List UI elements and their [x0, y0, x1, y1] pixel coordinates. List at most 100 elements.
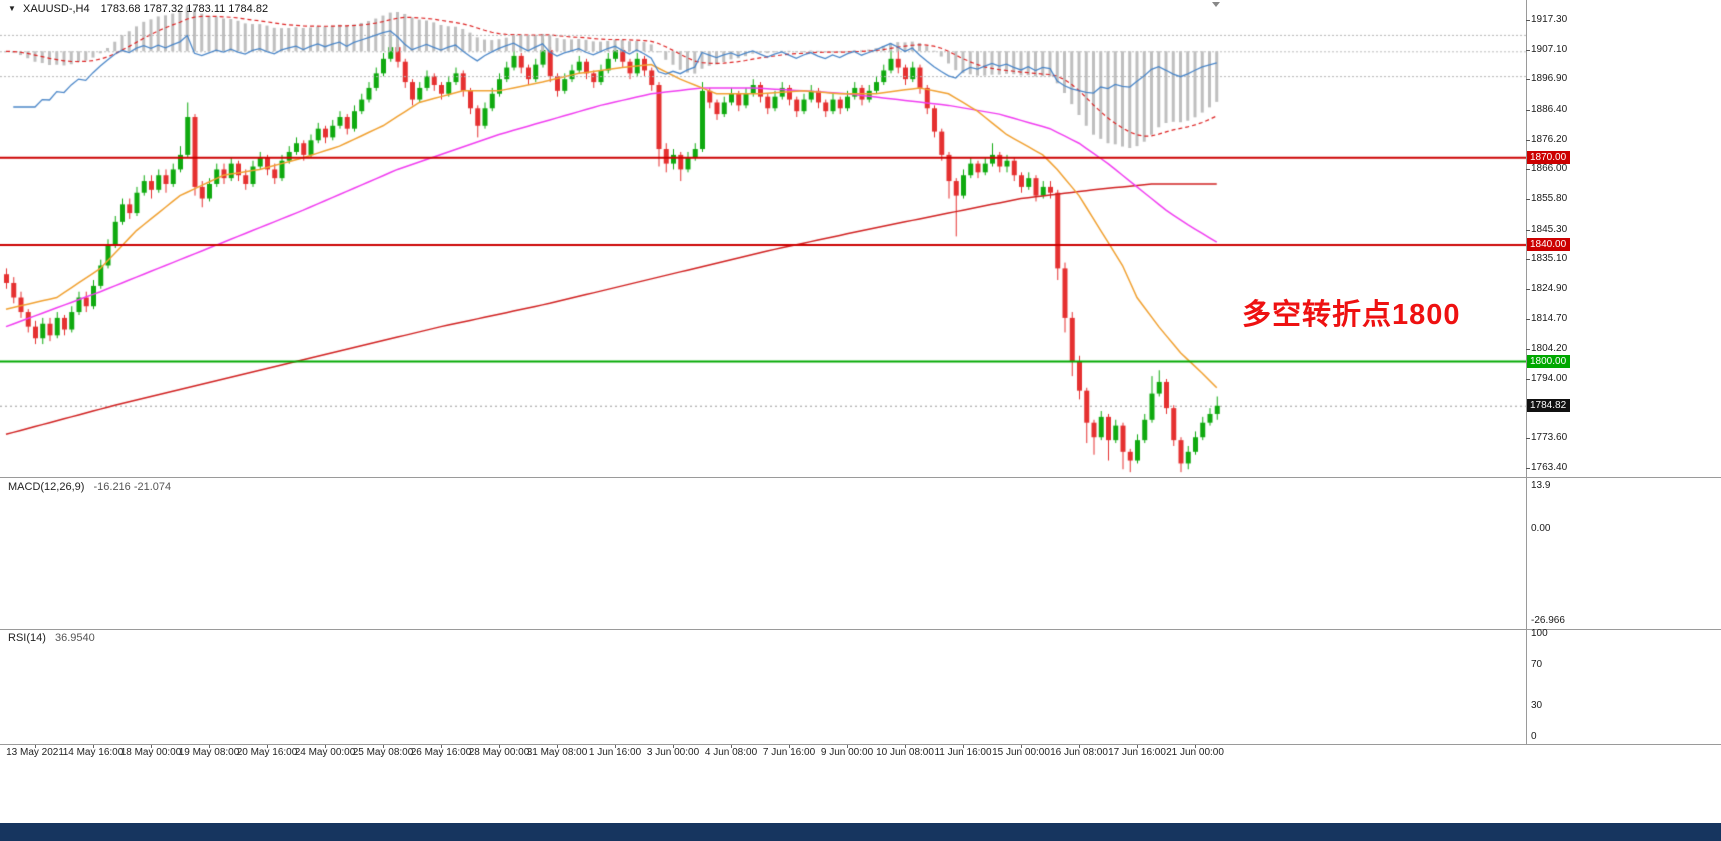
time-axis-tick [905, 745, 906, 748]
price-scale-badge: 1840.00 [1527, 238, 1571, 252]
macd-axis-label: 0.00 [1531, 523, 1551, 535]
time-axis-tick [557, 745, 558, 748]
time-axis-label: 13 May 2021 [6, 747, 64, 758]
price-axis-tick [1526, 110, 1530, 112]
time-axis-tick [731, 745, 732, 748]
price-axis-label: 1824.90 [1531, 283, 1568, 295]
rsi-label: RSI(14) [8, 632, 46, 644]
time-axis-label: 3 Jun 00:00 [646, 747, 700, 758]
price-axis-tick [1526, 289, 1530, 291]
pane-divider[interactable] [0, 629, 1721, 630]
time-axis-label: 19 May 08:00 [178, 747, 240, 758]
current-price-badge: 1784.82 [1527, 398, 1571, 412]
price-axis-label: 1763.40 [1531, 462, 1568, 474]
time-axis-label: 31 May 08:00 [526, 747, 588, 758]
macd-label: MACD(12,26,9) [8, 481, 85, 493]
price-axis-label: 1804.20 [1531, 343, 1568, 355]
time-axis-tick [1021, 745, 1022, 748]
time-axis-tick [963, 745, 964, 748]
time-axis-tick [325, 745, 326, 748]
time-axis-label: 17 Jun 16:00 [1108, 747, 1166, 758]
time-axis-label: 11 Jun 16:00 [934, 747, 992, 758]
macd-axis-label: 13.9 [1531, 480, 1551, 491]
price-axis-tick [1526, 318, 1530, 320]
pane-divider [0, 744, 1721, 745]
symbol-dropdown-icon[interactable]: ▼ [8, 4, 16, 13]
price-axis-tick [1526, 199, 1530, 201]
price-axis-tick [1526, 79, 1530, 81]
time-axis-label: 20 May 16:00 [236, 747, 298, 758]
price-axis-tick [1526, 349, 1530, 351]
time-axis-tick [35, 745, 36, 748]
time-axis-label: 10 Jun 08:00 [876, 747, 934, 758]
price-axis-tick [1526, 139, 1530, 141]
price-axis-label: 1876.20 [1531, 133, 1568, 145]
time-axis-tick [209, 745, 210, 748]
rsi-indicator-canvas[interactable] [0, 0, 1526, 115]
time-axis-label: 9 Jun 00:00 [820, 747, 874, 758]
price-axis-tick [1526, 438, 1530, 440]
price-axis-tick [1526, 169, 1530, 171]
price-axis-label: 1886.40 [1531, 104, 1568, 116]
macd-header: MACD(12,26,9) -16.216 -21.074 [8, 481, 171, 493]
price-axis-tick [1526, 259, 1530, 261]
price-axis-tick [1526, 229, 1530, 231]
chart-ohlc-values: 1783.68 1787.32 1783.11 1784.82 [100, 3, 269, 15]
time-axis-label: 18 May 00:00 [120, 747, 182, 758]
time-axis-tick [615, 745, 616, 748]
price-axis-label: 1845.30 [1531, 223, 1568, 235]
price-scale-divider [1526, 0, 1527, 745]
price-axis-label: 1773.60 [1531, 432, 1568, 444]
time-axis-tick [267, 745, 268, 748]
price-axis-label: 1855.80 [1531, 193, 1568, 205]
time-axis-tick [789, 745, 790, 748]
bottom-taskbar[interactable] [0, 823, 1721, 841]
time-axis-tick [151, 745, 152, 748]
time-axis-label: 16 Jun 08:00 [1050, 747, 1108, 758]
rsi-header: RSI(14) 36.9540 [8, 632, 95, 644]
chart-shift-marker-icon[interactable] [1212, 2, 1220, 7]
macd-axis-label: -26.966 [1531, 615, 1565, 626]
rsi-axis-label: 30 [1531, 700, 1543, 712]
time-axis-tick [93, 745, 94, 748]
time-axis-label: 14 May 16:00 [62, 747, 124, 758]
time-axis-label: 15 Jun 00:00 [992, 747, 1050, 758]
price-axis-label: 1896.90 [1531, 73, 1568, 85]
chart-symbol-period-label: XAUUSD-,H4 [22, 3, 90, 15]
time-axis-tick [1195, 745, 1196, 748]
price-scale-badge: 1800.00 [1527, 354, 1571, 368]
macd-values: -16.216 -21.074 [93, 481, 172, 493]
time-axis-label: 21 Jun 00:00 [1166, 747, 1224, 758]
price-axis-label: 1907.10 [1531, 43, 1568, 55]
time-axis-tick [441, 745, 442, 748]
time-axis-tick [1079, 745, 1080, 748]
time-axis-label: 1 Jun 16:00 [588, 747, 642, 758]
time-axis-label: 26 May 16:00 [410, 747, 472, 758]
price-axis-label: 1814.70 [1531, 312, 1568, 324]
time-axis-tick [673, 745, 674, 748]
price-axis-label: 1866.00 [1531, 163, 1568, 175]
time-axis-label: 25 May 08:00 [352, 747, 414, 758]
time-axis-tick [847, 745, 848, 748]
time-axis-tick [1137, 745, 1138, 748]
rsi-axis-label: 70 [1531, 658, 1543, 670]
annotation-text-object[interactable]: 多空转折点1800 [1242, 299, 1461, 331]
chart-header: ▼ XAUUSD-,H4 1783.68 1787.32 1783.11 178… [8, 3, 268, 15]
time-axis-label: 7 Jun 16:00 [762, 747, 816, 758]
time-axis-label: 24 May 00:00 [294, 747, 356, 758]
rsi-value: 36.9540 [54, 632, 95, 644]
price-axis-tick [1526, 379, 1530, 381]
price-axis-label: 1917.30 [1531, 14, 1568, 26]
time-axis-label: 28 May 00:00 [468, 747, 530, 758]
rsi-axis-label: 100 [1531, 628, 1548, 639]
price-axis-label: 1835.10 [1531, 253, 1568, 265]
rsi-axis-label: 0 [1531, 731, 1537, 742]
time-axis-label: 4 Jun 08:00 [704, 747, 758, 758]
price-axis-tick [1526, 49, 1530, 51]
price-axis-tick [1526, 468, 1530, 470]
time-axis-tick [499, 745, 500, 748]
price-axis-label: 1794.00 [1531, 373, 1568, 385]
price-axis-tick [1526, 20, 1530, 22]
pane-divider[interactable] [0, 477, 1721, 478]
